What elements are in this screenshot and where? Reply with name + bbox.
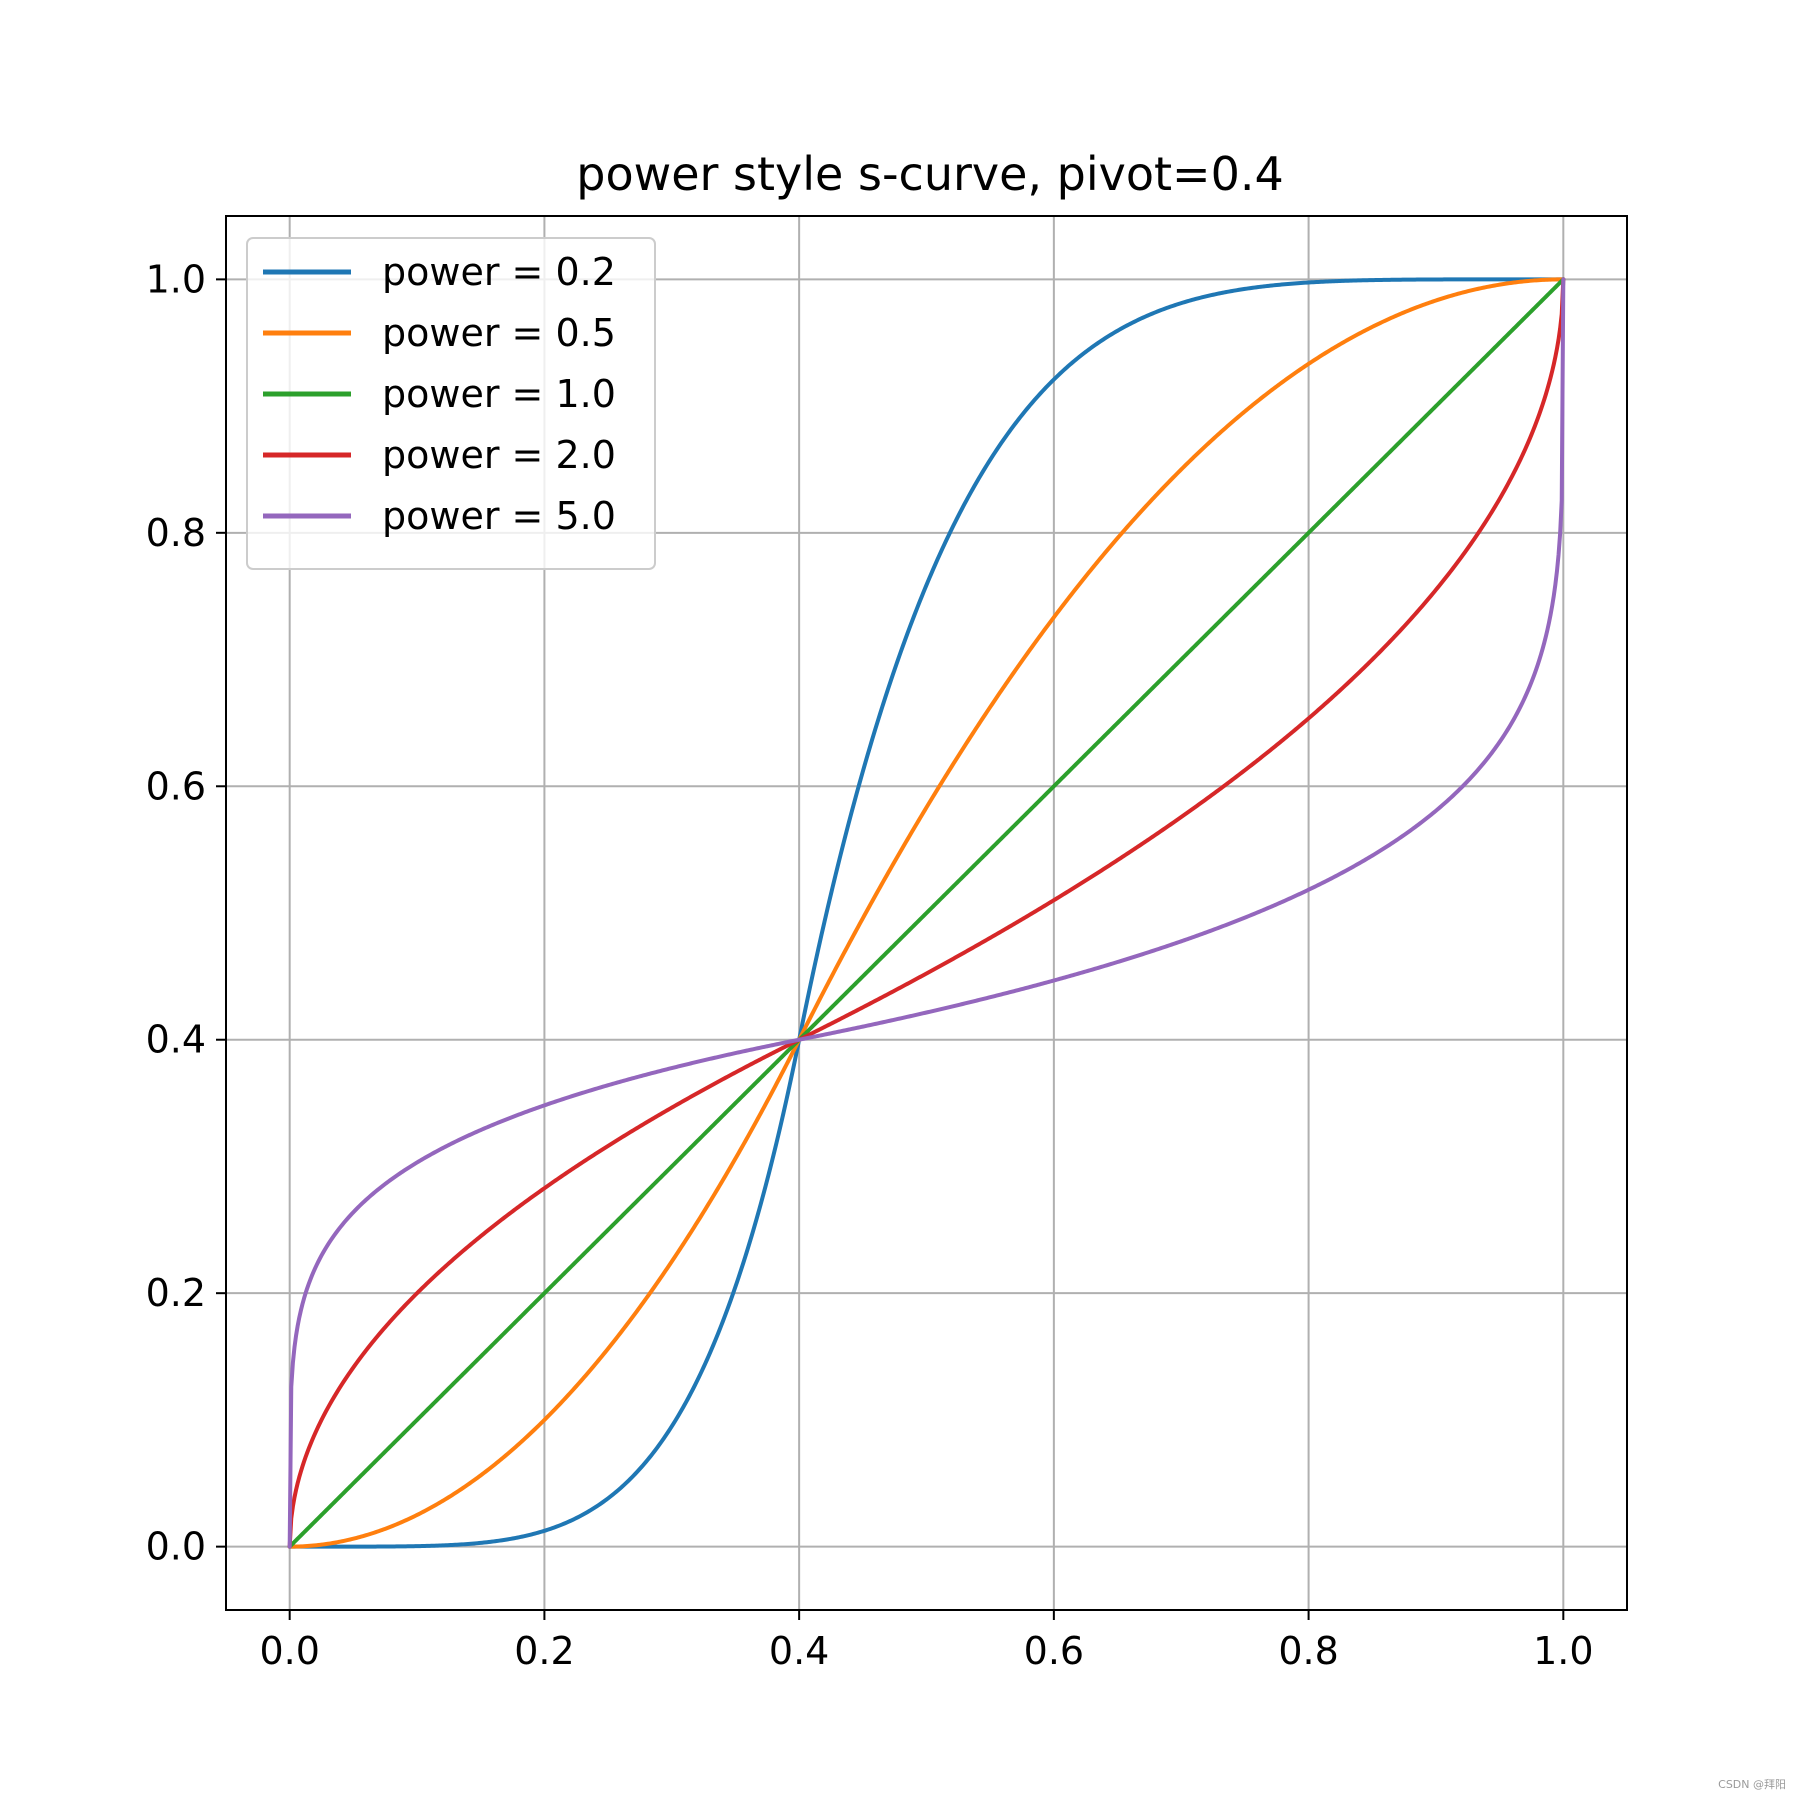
legend-label: power = 0.2: [382, 250, 616, 294]
y-tick-label: 1.0: [146, 257, 206, 301]
x-tick-label: 0.4: [769, 1629, 829, 1673]
legend-label: power = 0.5: [382, 311, 616, 355]
x-tick-label: 0.2: [514, 1629, 574, 1673]
series-line-power-1-0: [287, 277, 1566, 1549]
legend-label: power = 2.0: [382, 433, 616, 477]
y-tick-label: 0.4: [146, 1018, 206, 1062]
x-tick-label: 0.8: [1278, 1629, 1338, 1673]
x-tick-label: 0.0: [259, 1629, 319, 1673]
series-line-power-2-0: [287, 277, 1566, 1549]
legend: power = 0.2 power = 0.5 power = 1.0 power =…: [246, 237, 656, 570]
legend-label: power = 1.0: [382, 372, 616, 416]
y-tick-label: 0.8: [146, 511, 206, 555]
x-tick-label: 0.6: [1024, 1629, 1084, 1673]
legend-label: power = 5.0: [382, 494, 616, 538]
axes: 0.0 0.2 0.4 0.6 0.8 1.0 0.0 0.2 0.4 0.6 0.8 1.0: [146, 215, 1628, 1673]
series-line-power-5-0: [287, 277, 1566, 1549]
series-line-power-0-2: [287, 277, 1566, 1549]
y-tick-label: 0.2: [146, 1271, 206, 1315]
series-lines: [287, 277, 1566, 1549]
watermark: CSDN @拜阳: [1718, 1778, 1786, 1791]
plot-frame: [225, 215, 1628, 1611]
x-tick-label: 1.0: [1533, 1629, 1593, 1673]
chart-title: power style s-curve, pivot=0.4: [576, 147, 1284, 201]
y-tick-label: 0.6: [146, 764, 206, 808]
y-tick-label: 0.0: [146, 1525, 206, 1569]
legend-box: [246, 237, 656, 570]
series-line-power-0-5: [287, 277, 1566, 1549]
